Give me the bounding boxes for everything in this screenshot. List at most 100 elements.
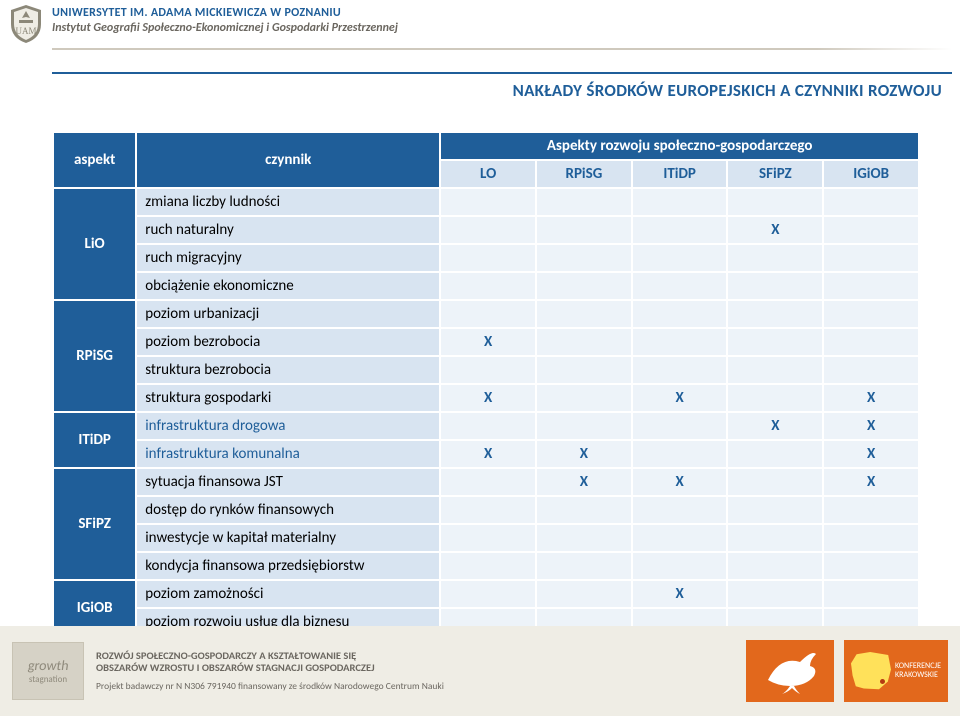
sub-header: SFiPZ [728, 161, 822, 187]
col-header-aspekt: aspekt [54, 133, 135, 187]
value-cell [824, 357, 918, 383]
value-cell [824, 329, 918, 355]
value-cell [633, 525, 727, 551]
svg-text:UAM: UAM [15, 26, 36, 36]
konferencje-krakowskie-logo: KONFERENCJE KRAKOWSKIE [844, 640, 948, 702]
value-cell [728, 497, 822, 523]
table-row: struktura gospodarkiXXX [54, 385, 918, 411]
value-cell [633, 329, 727, 355]
value-cell [824, 497, 918, 523]
value-cell [633, 273, 727, 299]
value-cell [824, 553, 918, 579]
czynnik-cell: ruch naturalny [137, 217, 439, 243]
aspekt-cell: ITiDP [54, 413, 135, 467]
value-cell [441, 497, 535, 523]
sub-header: RPiSG [537, 161, 631, 187]
value-cell [537, 301, 631, 327]
table-row: SFiPZsytuacja finansowa JSTXXX [54, 469, 918, 495]
footer-subtitle: Projekt badawczy nr N N306 791940 finans… [96, 680, 746, 692]
aspekt-cell: RPiSG [54, 301, 135, 411]
value-cell [441, 273, 535, 299]
value-cell [441, 217, 535, 243]
value-cell [441, 469, 535, 495]
czynnik-cell: poziom urbanizacji [137, 301, 439, 327]
value-cell [537, 217, 631, 243]
value-cell [633, 245, 727, 271]
value-cell [441, 357, 535, 383]
value-cell [633, 413, 727, 439]
value-cell [537, 329, 631, 355]
footer-title: ROZWÓJ SPOŁECZNO-GOSPODARCZY A KSZTAŁTOW… [96, 650, 746, 674]
value-cell [441, 245, 535, 271]
table-row: ruch migracyjny [54, 245, 918, 271]
value-cell [633, 217, 727, 243]
table-row: poziom bezrobociaX [54, 329, 918, 355]
value-cell [728, 441, 822, 467]
footer-title-line1: ROZWÓJ SPOŁECZNO-GOSPODARCZY A KSZTAŁTOW… [96, 649, 356, 662]
value-cell [728, 385, 822, 411]
header-titles: UNIWERSYTET IM. ADAMA MICKIEWICZA W POZN… [52, 4, 398, 35]
czynnik-cell: kondycja finansowa przedsiębiorstw [137, 553, 439, 579]
table-row: IGiOBpoziom zamożnościX [54, 581, 918, 607]
value-cell [537, 189, 631, 215]
value-cell [728, 357, 822, 383]
value-cell [824, 189, 918, 215]
value-cell [537, 357, 631, 383]
value-cell [441, 301, 535, 327]
table-row: struktura bezrobocia [54, 357, 918, 383]
value-cell: X [537, 441, 631, 467]
page-header: UAM UNIWERSYTET IM. ADAMA MICKIEWICZA W … [0, 0, 960, 44]
growth-stagnation-logo: growth stagnation [12, 642, 84, 700]
kk-text: KONFERENCJE KRAKOWSKIE [895, 662, 941, 680]
table-row: ruch naturalny X [54, 217, 918, 243]
col-header-group: Aspekty rozwoju społeczno-gospodarczego [441, 133, 918, 159]
stagnation-word: stagnation [29, 675, 67, 684]
value-cell: X [728, 217, 822, 243]
value-cell [537, 385, 631, 411]
value-cell [537, 497, 631, 523]
value-cell [537, 245, 631, 271]
value-cell [728, 553, 822, 579]
value-cell: X [824, 385, 918, 411]
value-cell [441, 413, 535, 439]
value-cell [728, 329, 822, 355]
value-cell: X [633, 385, 727, 411]
value-cell: X [824, 441, 918, 467]
czynnik-cell: poziom zamożności [137, 581, 439, 607]
value-cell [728, 245, 822, 271]
institute-name: Instytut Geografii Społeczno-Ekonomiczne… [52, 21, 398, 35]
value-cell [633, 301, 727, 327]
czynnik-cell: inwestycje w kapitał materialny [137, 525, 439, 551]
table-body: LiOzmiana liczby ludnościruch naturalnyX… [54, 189, 918, 635]
value-cell: X [633, 581, 727, 607]
table-row: infrastruktura komunalnaXXX [54, 441, 918, 467]
value-cell [633, 357, 727, 383]
value-cell: X [537, 469, 631, 495]
value-cell [633, 497, 727, 523]
poland-map-icon [851, 652, 891, 690]
czynnik-cell: infrastruktura komunalna [137, 441, 439, 467]
value-cell: X [441, 441, 535, 467]
sub-header: IGiOB [824, 161, 918, 187]
value-cell: X [441, 385, 535, 411]
value-cell [824, 217, 918, 243]
value-cell [824, 245, 918, 271]
table-row: ITiDPinfrastruktura drogowaXX [54, 413, 918, 439]
university-name: UNIWERSYTET IM. ADAMA MICKIEWICZA W POZN… [52, 6, 398, 20]
value-cell [728, 301, 822, 327]
table-row: RPiSGpoziom urbanizacji [54, 301, 918, 327]
value-cell [824, 581, 918, 607]
value-cell: X [824, 469, 918, 495]
sub-header: ITiDP [633, 161, 727, 187]
aspekt-cell: SFiPZ [54, 469, 135, 579]
czynnik-cell: ruch migracyjny [137, 245, 439, 271]
footer-title-line2: OBSZARÓW WZROSTU I OBSZARÓW STAGNACJI GO… [96, 661, 375, 674]
czynnik-cell: struktura gospodarki [137, 385, 439, 411]
university-crest-icon: UAM [8, 4, 44, 44]
value-cell [537, 413, 631, 439]
aspects-table: aspekt czynnik Aspekty rozwoju społeczno… [52, 131, 920, 637]
table-row: obciążenie ekonomiczne [54, 273, 918, 299]
aspekt-cell: LiO [54, 189, 135, 299]
value-cell [728, 273, 822, 299]
col-header-czynnik: czynnik [137, 133, 439, 187]
